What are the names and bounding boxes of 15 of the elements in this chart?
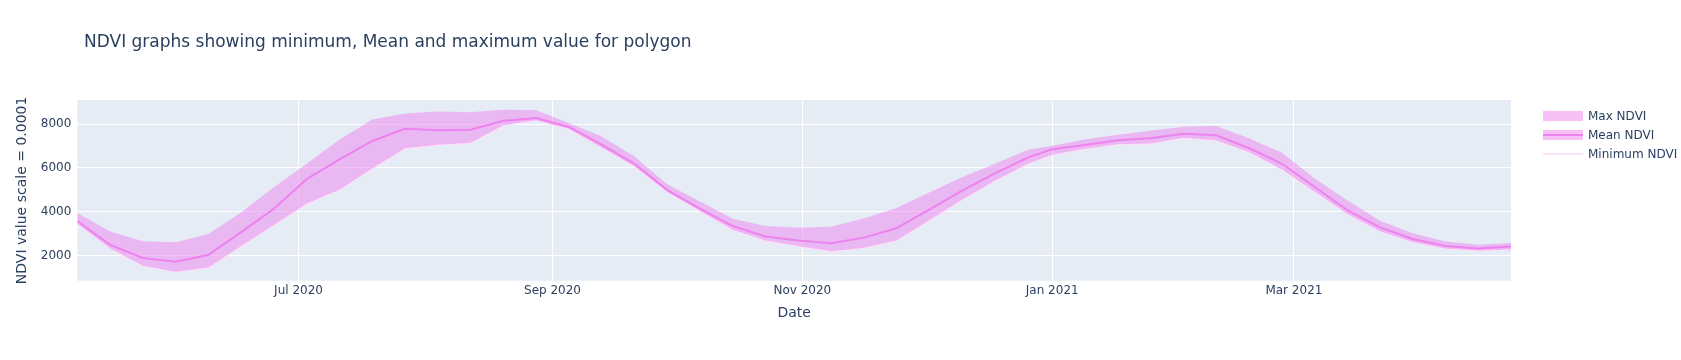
y-tick-label: 6000 xyxy=(40,160,72,175)
y-tick-label: 2000 xyxy=(40,247,72,262)
y-tick-label: 4000 xyxy=(40,203,72,218)
legend-label: Minimum NDVI xyxy=(1588,146,1678,161)
y-axis-title: NDVI value scale = 0.0001 xyxy=(13,96,30,285)
x-tick-label: Jan 2021 xyxy=(1024,283,1079,298)
x-tick-label: Jul 2020 xyxy=(273,283,323,298)
chart-title: NDVI graphs showing minimum, Mean and maximum value for polygon xyxy=(84,31,692,51)
legend-label: Mean NDVI xyxy=(1588,127,1655,142)
x-tick-label: Mar 2021 xyxy=(1265,283,1323,298)
y-tick-label: 8000 xyxy=(40,116,72,131)
legend-label: Max NDVI xyxy=(1588,108,1647,123)
x-tick-label: Nov 2020 xyxy=(773,283,832,298)
x-axis-title: Date xyxy=(777,304,811,321)
x-tick-label: Sep 2020 xyxy=(524,283,581,298)
